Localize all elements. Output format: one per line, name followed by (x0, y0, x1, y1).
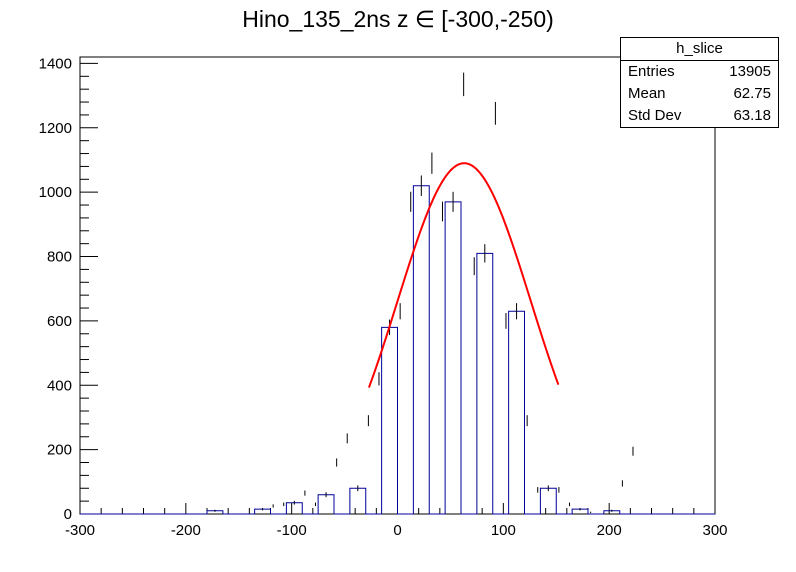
x-tick-label: 100 (491, 522, 516, 539)
stats-row-mean: Mean 62.75 (621, 83, 778, 105)
x-tick-label: -200 (171, 522, 201, 539)
x-tick-label: 200 (597, 522, 622, 539)
y-tick-label: 800 (47, 249, 72, 266)
y-tick-label: 600 (47, 313, 72, 330)
stats-row-entries: Entries 13905 (621, 61, 778, 83)
y-tick-label: 1400 (39, 55, 72, 72)
y-tick-label: 1200 (39, 120, 72, 137)
stats-value: 13905 (729, 63, 771, 80)
stats-label: Entries (628, 63, 675, 80)
y-tick-label: 0 (64, 506, 72, 523)
stats-row-std-dev: Std Dev 63.18 (621, 105, 778, 127)
stats-value: 62.75 (733, 85, 771, 102)
gaussian-fit-curve (367, 162, 560, 388)
stats-label: Mean (628, 85, 666, 102)
stats-label: Std Dev (628, 107, 682, 124)
x-tick-label: 0 (393, 522, 401, 539)
y-tick-label: 400 (47, 377, 72, 394)
stats-box: h_slice Entries 13905 Mean 62.75 Std Dev… (620, 37, 779, 128)
stats-box-name: h_slice (621, 38, 778, 61)
stats-value: 63.18 (733, 107, 771, 124)
y-tick-label: 1000 (39, 184, 72, 201)
x-tick-label: 300 (702, 522, 727, 539)
x-tick-label: -100 (277, 522, 307, 539)
y-tick-label: 200 (47, 442, 72, 459)
x-tick-label: -300 (65, 522, 95, 539)
histogram-outline (80, 185, 715, 515)
chart-title: Hino_135_2ns z ∈ [-300,-250) (242, 6, 554, 32)
